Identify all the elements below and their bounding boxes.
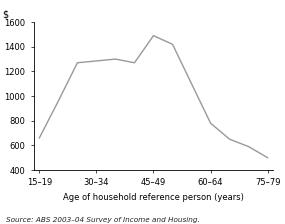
Text: Source: ABS 2003–04 Survey of Income and Housing.: Source: ABS 2003–04 Survey of Income and…: [6, 217, 199, 223]
X-axis label: Age of household reference person (years): Age of household reference person (years…: [63, 193, 244, 202]
Text: $: $: [3, 9, 9, 19]
